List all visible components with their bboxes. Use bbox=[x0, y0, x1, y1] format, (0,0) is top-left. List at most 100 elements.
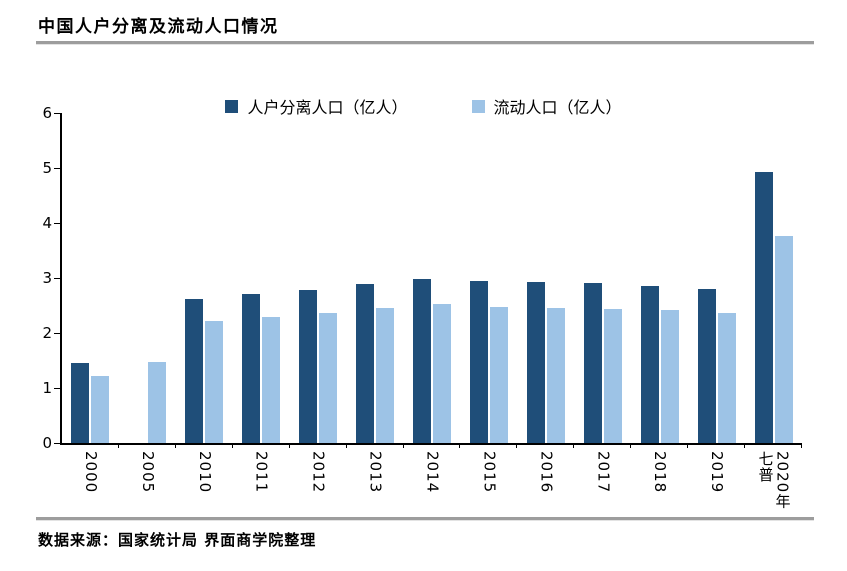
bar-separated-population bbox=[754, 171, 773, 443]
x-axis-label: 2013 bbox=[366, 451, 385, 494]
bar-floating-population bbox=[205, 321, 224, 443]
x-axis-tick bbox=[745, 443, 802, 448]
top-divider bbox=[36, 41, 814, 45]
x-axis-label-cell: 2018 bbox=[631, 451, 688, 509]
x-axis-label: 2015 bbox=[480, 451, 499, 494]
bar-floating-population bbox=[319, 312, 338, 443]
bar-floating-population bbox=[432, 303, 451, 443]
bar-floating-population bbox=[489, 307, 508, 443]
x-axis-label-cell: 2016 bbox=[517, 451, 574, 509]
series1-swatch bbox=[225, 99, 239, 113]
x-axis-label-cell: 2005 bbox=[119, 451, 176, 509]
x-axis-label: 2016 bbox=[537, 451, 556, 494]
bar-group bbox=[460, 113, 517, 443]
bar-separated-population bbox=[242, 293, 261, 443]
y-axis-label: 6 bbox=[42, 104, 52, 122]
x-axis-label-cell: 2011 bbox=[233, 451, 290, 509]
bar-separated-population bbox=[412, 279, 431, 443]
bar-group bbox=[688, 113, 745, 443]
y-axis-tick bbox=[54, 387, 60, 389]
bar-separated-population bbox=[299, 289, 318, 443]
bar-separated-population bbox=[185, 299, 204, 443]
x-axis-label: 2020年 七普 bbox=[756, 451, 792, 510]
y-axis-label: 5 bbox=[42, 159, 52, 177]
y-axis-label: 2 bbox=[42, 324, 52, 342]
x-axis-tick bbox=[176, 443, 233, 448]
bar-floating-population bbox=[148, 362, 167, 443]
x-axis-label: 2017 bbox=[594, 451, 613, 494]
bar-floating-population bbox=[717, 313, 736, 443]
bar-group bbox=[404, 113, 461, 443]
bar-separated-population bbox=[526, 282, 545, 443]
bar-floating-population bbox=[603, 308, 622, 443]
bar-group bbox=[233, 113, 290, 443]
plot-area: 2000 2005 2010 2011 2012 2013 2014 2015 2016 2017… bbox=[42, 104, 802, 509]
bars-layer bbox=[62, 113, 802, 443]
y-axis-label: 0 bbox=[42, 434, 52, 452]
y-axis-tick bbox=[54, 277, 60, 279]
bar-floating-population bbox=[91, 376, 110, 443]
y-axis-tick bbox=[54, 442, 60, 444]
bar-group bbox=[631, 113, 688, 443]
x-axis-tick bbox=[631, 443, 689, 448]
bar-floating-population bbox=[376, 308, 395, 443]
x-axis-tick bbox=[574, 443, 632, 448]
x-axis-label: 2011 bbox=[252, 451, 271, 494]
source-note: 数据来源：国家统计局 界面商学院整理 bbox=[38, 531, 317, 549]
legend-item-floating-population: 流动人口（亿人） bbox=[471, 94, 622, 118]
x-axis-tick bbox=[688, 443, 746, 448]
bar-separated-population bbox=[469, 281, 488, 443]
x-axis-label-cell: 2012 bbox=[290, 451, 347, 509]
x-axis-tick bbox=[517, 443, 575, 448]
bar-floating-population bbox=[774, 236, 793, 443]
x-axis-label-cell: 2013 bbox=[347, 451, 404, 509]
bar-group bbox=[176, 113, 233, 443]
bar-separated-population bbox=[71, 363, 90, 443]
x-axis-label: 2010 bbox=[195, 451, 214, 494]
x-axis-tick bbox=[290, 443, 347, 448]
bar-separated-population bbox=[697, 289, 716, 443]
bar-group bbox=[119, 113, 176, 443]
legend-label-separated-population: 人户分离人口（亿人） bbox=[247, 98, 408, 117]
chart-title: 中国人户分离及流动人口情况 bbox=[38, 17, 279, 37]
bar-group bbox=[290, 113, 347, 443]
bar-separated-population bbox=[583, 282, 602, 443]
y-axis-label: 3 bbox=[42, 269, 52, 287]
bottom-divider bbox=[36, 517, 814, 521]
bar-floating-population bbox=[660, 310, 679, 443]
x-axis-label-cell: 2014 bbox=[404, 451, 461, 509]
x-axis-label-cell: 2020年 七普 bbox=[745, 451, 802, 509]
x-axis-tick bbox=[460, 443, 518, 448]
bar-group bbox=[745, 113, 802, 443]
x-axis-tick bbox=[62, 443, 119, 448]
y-axis-tick bbox=[54, 222, 60, 224]
x-axis-tick bbox=[119, 443, 176, 448]
y-axis-tick bbox=[54, 167, 60, 169]
x-axis-label-cell: 2010 bbox=[176, 451, 233, 509]
bar-group bbox=[347, 113, 404, 443]
x-axis-label: 2012 bbox=[309, 451, 328, 494]
bar-separated-population bbox=[356, 283, 375, 443]
bar-group bbox=[574, 113, 631, 443]
x-axis-label: 2018 bbox=[651, 451, 670, 494]
x-axis-label-cell: 2015 bbox=[460, 451, 517, 509]
bar-group bbox=[62, 113, 119, 443]
series2-swatch bbox=[471, 99, 485, 113]
x-axis-label: 2000 bbox=[81, 451, 100, 494]
bar-floating-population bbox=[262, 316, 281, 443]
y-axis-tick bbox=[54, 112, 60, 114]
legend: 人户分离人口（亿人） 流动人口（亿人） bbox=[0, 94, 847, 118]
x-axis-tick bbox=[347, 443, 404, 448]
x-axis-tick bbox=[233, 443, 290, 448]
y-axis-label: 4 bbox=[42, 214, 52, 232]
legend-label-floating-population: 流动人口（亿人） bbox=[493, 98, 622, 117]
legend-item-separated-population: 人户分离人口（亿人） bbox=[225, 94, 408, 118]
x-axis-labels: 2000 2005 2010 2011 2012 2013 2014 2015 2016 2017… bbox=[62, 451, 802, 509]
x-axis-ticks bbox=[62, 443, 802, 448]
bar-separated-population bbox=[640, 285, 659, 443]
x-axis-label: 2005 bbox=[138, 451, 157, 494]
bar-floating-population bbox=[546, 308, 565, 443]
x-axis-label-cell: 2019 bbox=[688, 451, 745, 509]
x-axis-label-cell: 2000 bbox=[62, 451, 119, 509]
